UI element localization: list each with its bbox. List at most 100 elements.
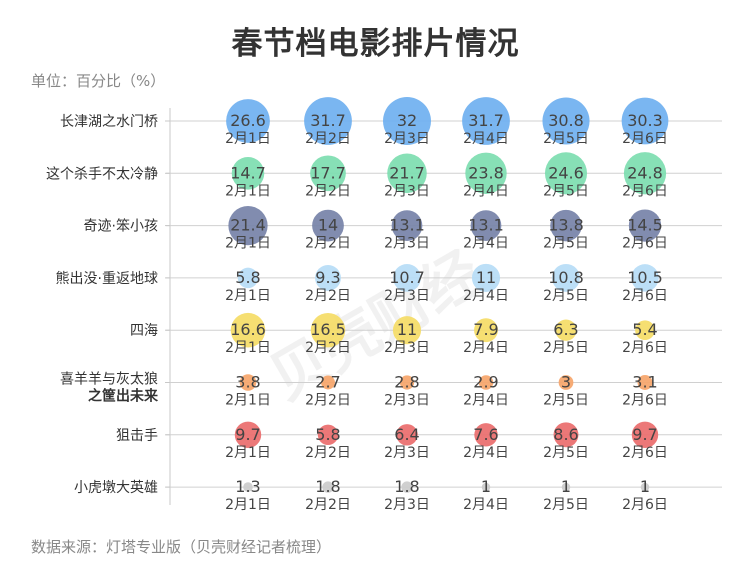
value-label: 8.6	[553, 425, 578, 444]
date-label: 2月6日	[622, 393, 668, 409]
value-label: 24.8	[627, 163, 663, 182]
date-label: 2月1日	[225, 497, 271, 513]
date-label: 2月3日	[384, 497, 430, 513]
date-label: 2月1日	[225, 236, 271, 252]
value-label: 17.7	[310, 163, 346, 182]
date-label: 2月3日	[384, 236, 430, 252]
bubble	[310, 155, 346, 192]
date-label: 2月3日	[384, 340, 430, 356]
value-label: 1	[481, 477, 491, 496]
value-label: 14.5	[627, 216, 663, 235]
date-label: 2月3日	[384, 131, 430, 147]
value-label: 10.5	[627, 268, 663, 287]
value-label: 5.4	[632, 320, 657, 339]
date-label: 2月4日	[463, 340, 509, 356]
value-label: 11	[397, 320, 417, 339]
date-label: 2月3日	[384, 445, 430, 461]
value-label: 21.4	[230, 216, 266, 235]
source-note: 数据来源：灯塔专业版（贝壳财经记者梳理）	[31, 538, 332, 556]
date-label: 2月1日	[225, 393, 271, 409]
watermark-text: 贝壳财经	[258, 238, 493, 413]
bubble-layer	[226, 97, 669, 493]
bubble	[226, 99, 270, 143]
date-label: 2月2日	[305, 288, 351, 304]
row-label: 四海	[130, 323, 158, 339]
bubble	[392, 316, 422, 345]
date-label: 2月2日	[305, 445, 351, 461]
bubble	[231, 157, 265, 190]
date-label: 2月3日	[384, 288, 430, 304]
date-label: 2月4日	[463, 183, 509, 199]
date-label: 2月3日	[384, 183, 430, 199]
bubble	[321, 375, 335, 390]
date-label: 2月6日	[622, 236, 668, 252]
row-label: 小虎墩大英雄	[74, 479, 158, 496]
bubble	[628, 209, 662, 242]
bubble	[399, 375, 415, 390]
row-label: 长津湖之水门桥	[60, 114, 158, 130]
value-label: 3	[561, 373, 571, 392]
bubble	[312, 209, 344, 242]
value-label: 2.7	[315, 373, 340, 392]
unit-label: 单位：百分比（%）	[31, 72, 166, 90]
date-label: 2月5日	[543, 236, 589, 252]
value-label: 1.8	[394, 477, 419, 496]
value-label: 6.4	[394, 425, 419, 444]
row-label: 奇迹·笨小孩	[84, 218, 158, 235]
row-label: 这个杀手不太冷静	[46, 165, 158, 182]
bubble	[552, 263, 580, 292]
value-label: 1	[561, 477, 571, 496]
row-label: 喜羊羊与灰太狼之筐出未来	[60, 372, 159, 405]
value-label: 1.8	[315, 477, 340, 496]
bubble	[542, 97, 590, 145]
value-label: 5.8	[315, 425, 340, 444]
value-label: 13.8	[548, 216, 584, 235]
value-label: 10.8	[548, 268, 584, 287]
bubble	[228, 205, 268, 246]
value-label: 3.1	[632, 373, 657, 392]
date-label: 2月1日	[225, 340, 271, 356]
bubble	[558, 375, 574, 390]
bubble	[471, 263, 501, 292]
value-label: 7.9	[473, 320, 498, 339]
bubble	[396, 424, 418, 446]
row-label: 狙击手	[116, 428, 158, 444]
value-label: 9.3	[315, 268, 340, 287]
watermark-layer: 贝壳财经	[258, 238, 493, 413]
value-label: 31.7	[310, 111, 346, 130]
bubble	[237, 267, 259, 289]
value-label: 13.1	[389, 216, 425, 235]
bubble	[465, 152, 507, 194]
bubble	[239, 374, 257, 391]
date-label: 2月4日	[463, 393, 509, 409]
value-label: 3.8	[235, 373, 260, 392]
date-label: 2月5日	[543, 445, 589, 461]
value-label: 1.3	[235, 477, 260, 496]
date-label: 2月6日	[622, 445, 668, 461]
date-label: 2月2日	[305, 497, 351, 513]
bubble	[393, 264, 421, 292]
date-label: 2月1日	[225, 445, 271, 461]
bubble	[544, 152, 588, 195]
value-label: 2.8	[394, 373, 419, 392]
date-label: 2月6日	[622, 288, 668, 304]
bubble	[555, 319, 577, 341]
value-label: 10.7	[389, 268, 425, 287]
bubble	[623, 152, 667, 195]
value-label: 9.7	[632, 425, 657, 444]
bubble	[230, 312, 266, 348]
bubble	[474, 423, 498, 447]
bubble	[315, 264, 341, 291]
date-label: 2月2日	[305, 236, 351, 252]
date-label: 2月4日	[463, 497, 509, 513]
bubble	[550, 209, 582, 242]
date-label: 2月5日	[543, 340, 589, 356]
value-label: 16.5	[310, 320, 346, 339]
date-label: 2月5日	[543, 393, 589, 409]
bubble	[478, 375, 494, 390]
bubble	[234, 421, 262, 449]
date-label: 2月3日	[384, 393, 430, 409]
date-label: 2月6日	[622, 497, 668, 513]
row-label: 熊出没·重返地球	[56, 271, 158, 287]
date-label: 2月5日	[543, 497, 589, 513]
